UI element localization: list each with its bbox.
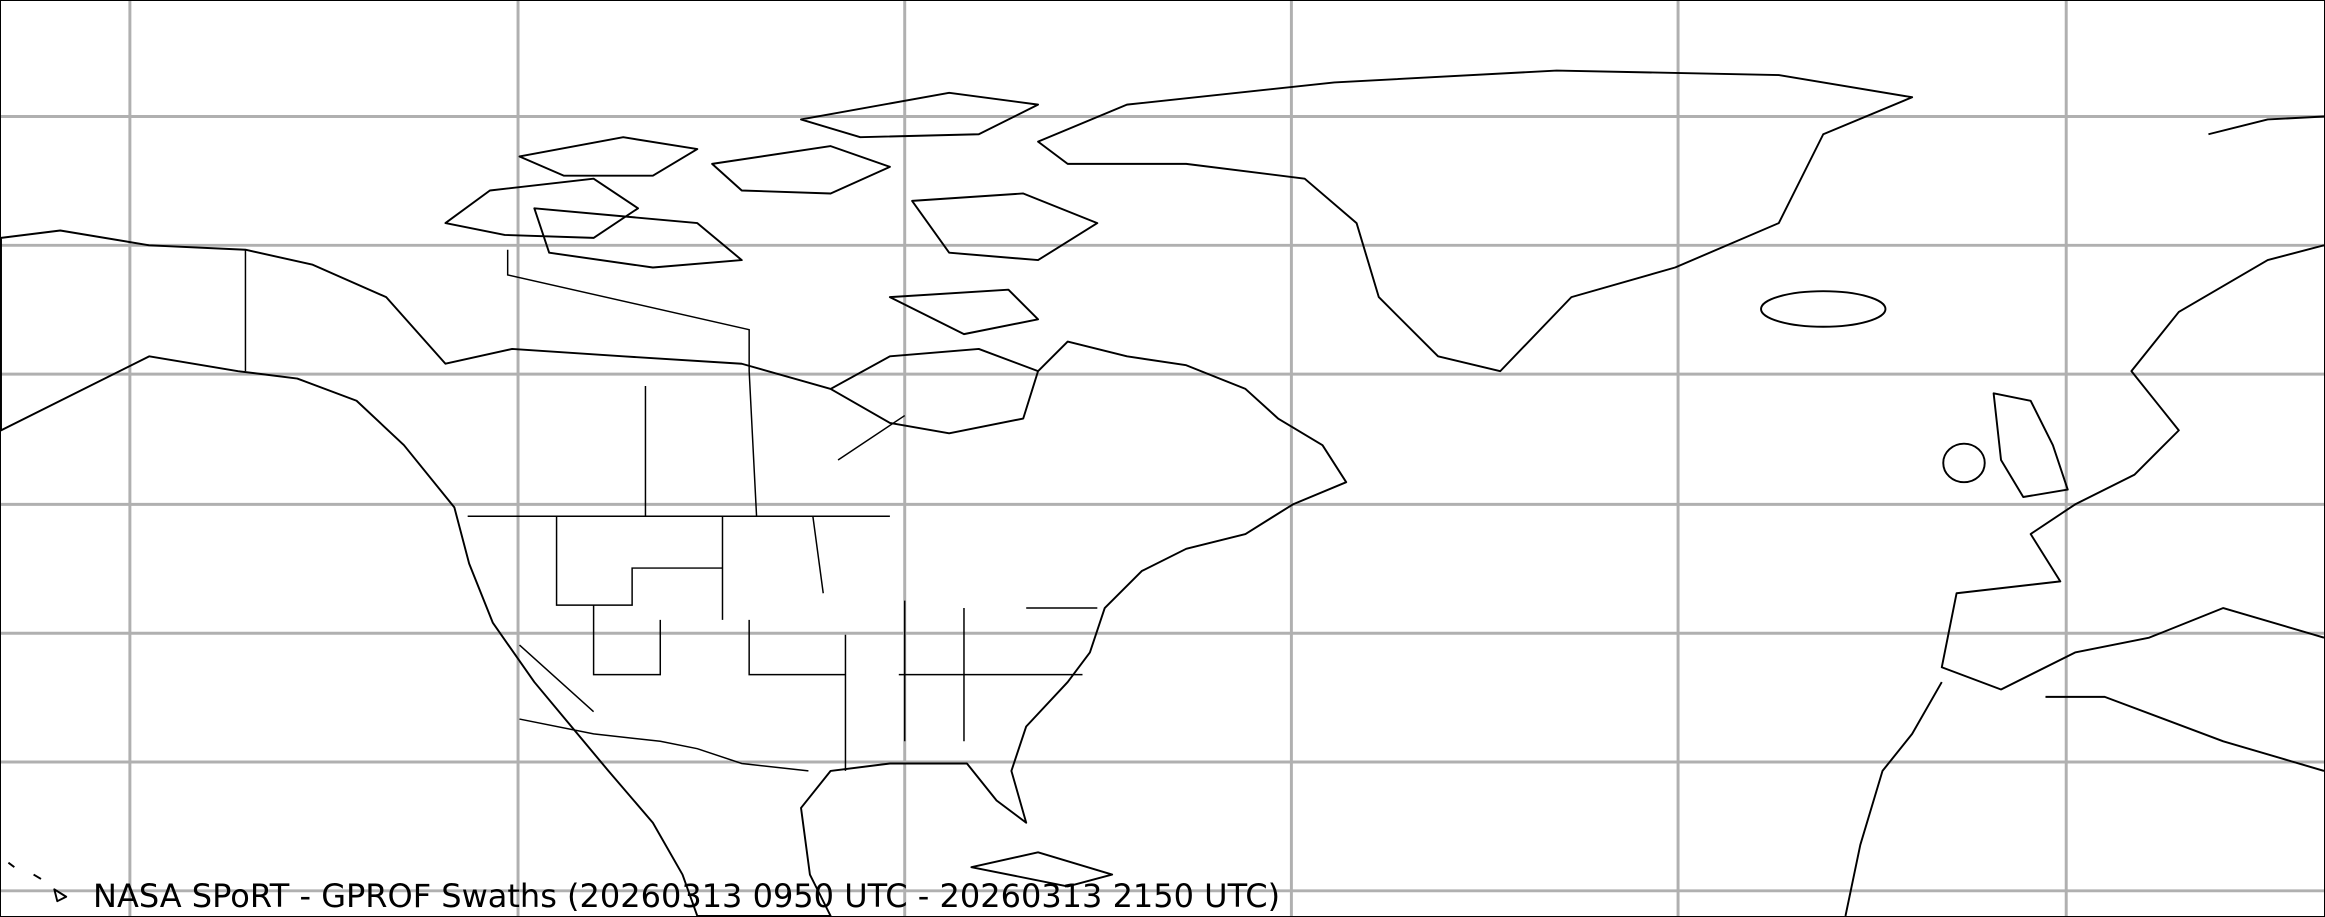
- iceland-coastline: [1760, 290, 1887, 328]
- us-state-borders: [519, 516, 1098, 771]
- coastlines: [1, 69, 2324, 916]
- africa-coastline: [1844, 681, 2324, 916]
- greenland-coastline: [1037, 69, 1914, 373]
- europe-coastline: [1940, 244, 2324, 691]
- canada-province-borders: [506, 249, 906, 517]
- map-title: NASA SPoRT - GPROF Swaths (20260313 0950…: [93, 877, 1281, 915]
- political-borders: [244, 249, 1098, 772]
- ireland-coastline: [1942, 442, 1986, 484]
- hudson-bay-coastline: [830, 347, 1039, 390]
- arctic-islands-coastline: [444, 91, 1099, 336]
- cuba-coastline: [970, 851, 1114, 888]
- us-mexico-border: [519, 718, 809, 772]
- hawaii-islands: [7, 861, 68, 903]
- north-america-coastline: [1, 229, 1348, 916]
- great-britain-coastline: [1992, 392, 2069, 498]
- scandinavia-north-coastline: [2208, 115, 2324, 136]
